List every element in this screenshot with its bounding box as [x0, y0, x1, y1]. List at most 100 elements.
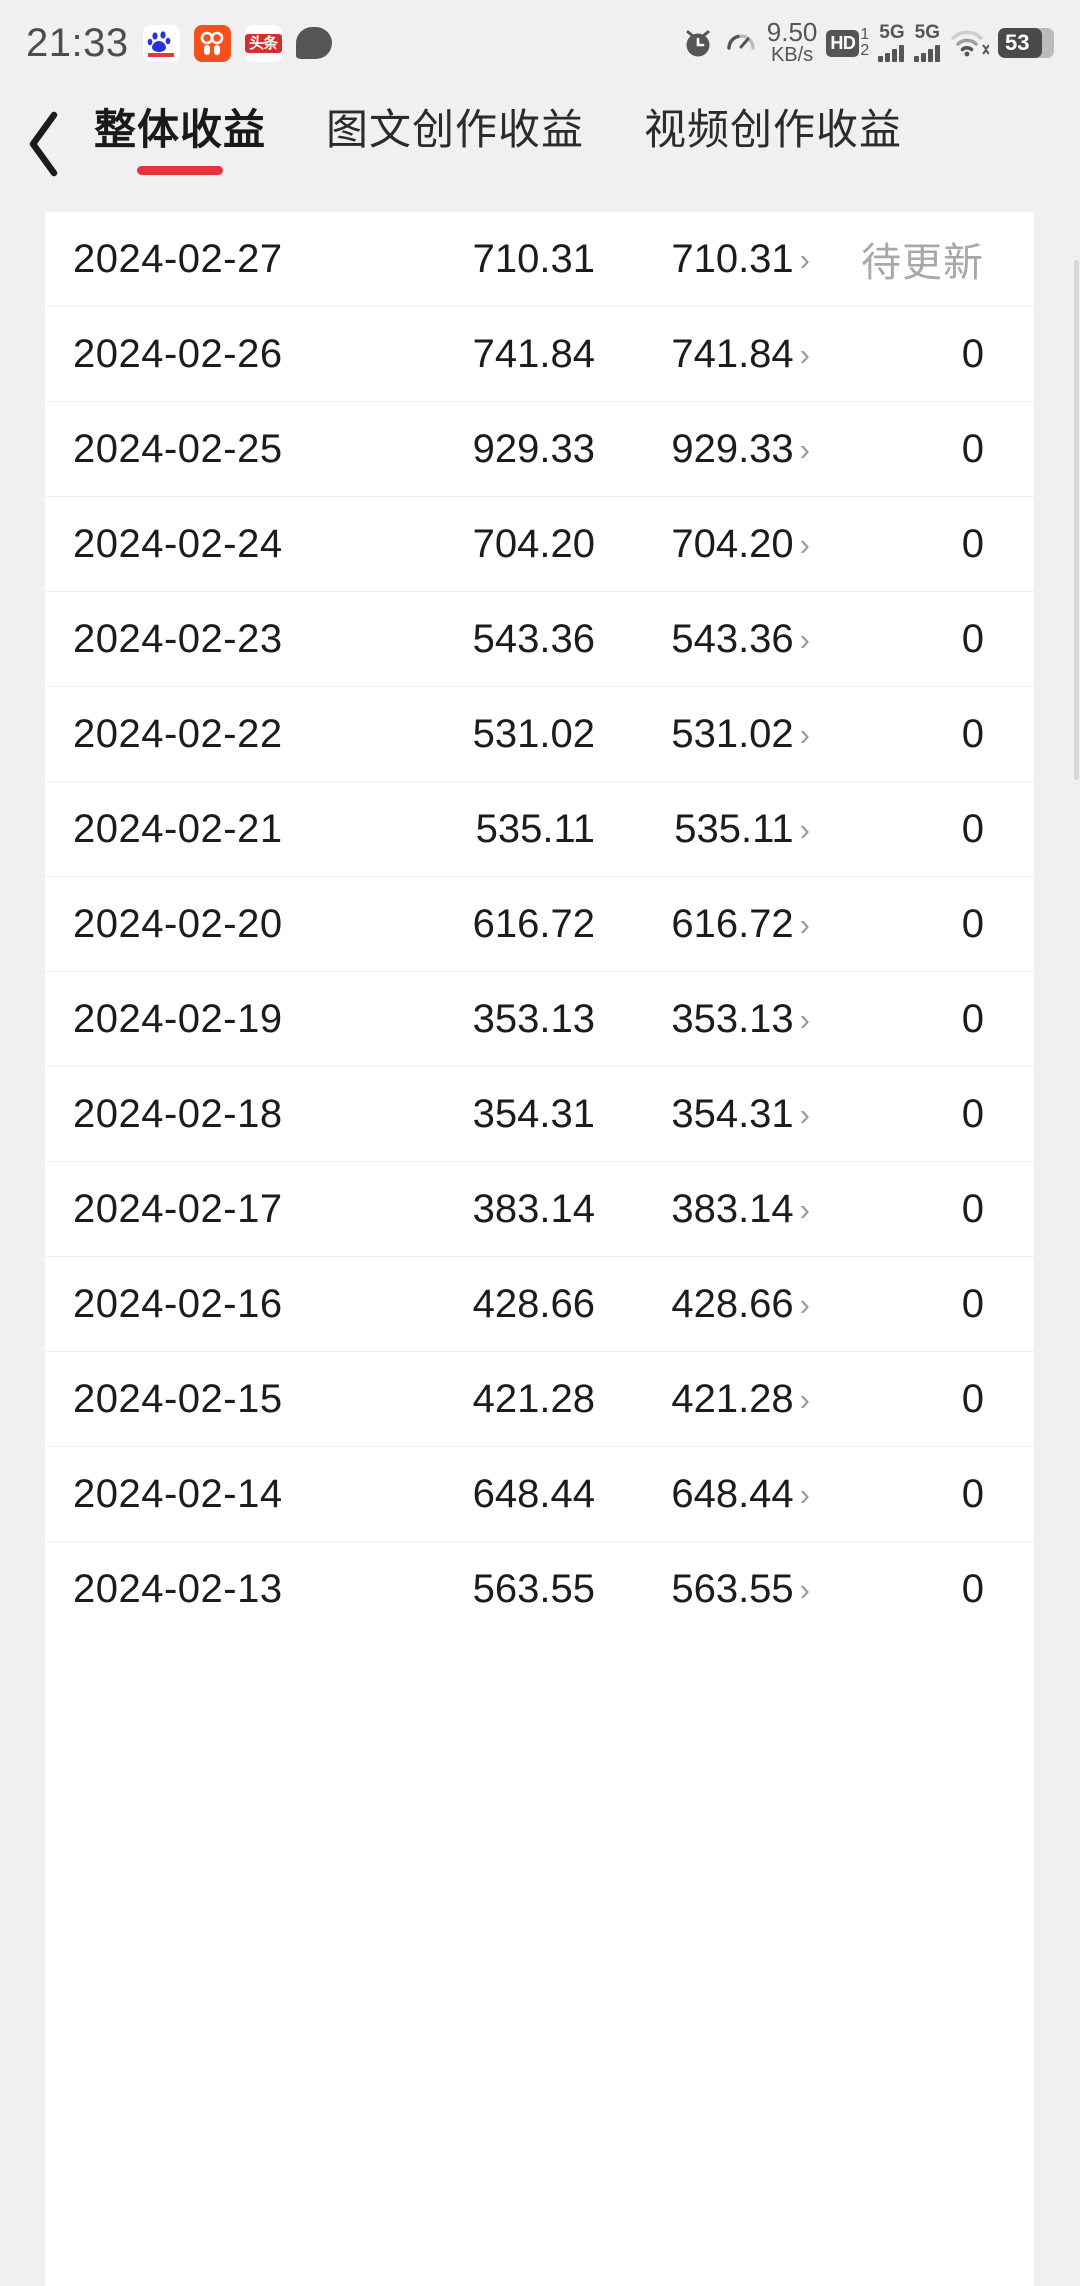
table-row[interactable]: 2024-02-19 353.13 353.13 › 0 — [45, 972, 1034, 1067]
table-row[interactable]: 2024-02-25 929.33 929.33 › 0 — [45, 402, 1034, 497]
row-detail-value: 616.72 — [671, 901, 794, 946]
row-detail-link[interactable]: 354.31 › — [595, 1092, 810, 1137]
table-row[interactable]: 2024-02-16 428.66 428.66 › 0 — [45, 1257, 1034, 1352]
hd-label: HD — [826, 29, 860, 57]
row-date: 2024-02-25 — [73, 426, 283, 471]
status-bar-left: 21:33 头条 — [26, 21, 332, 66]
table-row[interactable]: 2024-02-15 421.28 421.28 › 0 — [45, 1352, 1034, 1447]
row-detail-link[interactable]: 563.55 › — [595, 1567, 810, 1612]
chevron-right-icon: › — [799, 526, 810, 562]
toutiao-icon: 头条 — [244, 24, 282, 62]
chat-bubble-icon — [295, 27, 332, 59]
table-row[interactable]: 2024-02-24 704.20 704.20 › 0 — [45, 497, 1034, 592]
row-detail-link[interactable]: 535.11 › — [595, 807, 810, 852]
sim-bottom: 2 — [860, 42, 870, 59]
speedometer-icon — [724, 26, 758, 60]
row-detail-link[interactable]: 543.36 › — [595, 617, 810, 662]
row-detail-link[interactable]: 421.28 › — [595, 1377, 810, 1422]
row-detail-value: 354.31 — [671, 1091, 794, 1136]
network-speed-unit: KB/s — [770, 43, 814, 66]
alarm-clock-icon — [681, 26, 715, 60]
chevron-right-icon: › — [799, 241, 810, 277]
chevron-right-icon: › — [799, 811, 810, 847]
signal-sim2-label: 5G — [914, 22, 940, 44]
row-detail-value: 741.84 — [671, 331, 794, 376]
hd-voice-icon: HD 1 2 — [826, 27, 869, 59]
back-button[interactable] — [0, 86, 90, 196]
table-row[interactable]: 2024-02-14 648.44 648.44 › 0 — [45, 1447, 1034, 1542]
table-row[interactable]: 2024-02-26 741.84 741.84 › 0 — [45, 307, 1034, 402]
scrollbar-thumb[interactable] — [1074, 260, 1079, 780]
tab-overall-earnings[interactable]: 整体收益 — [90, 104, 270, 175]
row-total-earnings: 710.31 — [472, 236, 595, 281]
row-date: 2024-02-15 — [73, 1376, 283, 1421]
signal-sim2-bars — [913, 43, 940, 62]
row-date: 2024-02-26 — [73, 331, 283, 376]
sim-top: 1 — [860, 26, 870, 43]
row-status-value: 0 — [961, 426, 984, 471]
signal-sim1-bars — [878, 43, 905, 62]
row-status-value: 0 — [961, 1281, 984, 1326]
toutiao-label: 头条 — [244, 33, 282, 53]
row-total-earnings: 421.28 — [472, 1376, 595, 1421]
row-detail-link[interactable]: 741.84 › — [595, 332, 810, 377]
table-row[interactable]: 2024-02-18 354.31 354.31 › 0 — [45, 1067, 1034, 1162]
table-row[interactable]: 2024-02-27 710.31 710.31 › 待更新 — [45, 212, 1034, 307]
row-detail-value: 929.33 — [671, 426, 794, 471]
row-detail-link[interactable]: 428.66 › — [595, 1282, 810, 1327]
row-status-value: 0 — [961, 901, 984, 946]
row-detail-link[interactable]: 929.33 › — [595, 427, 810, 472]
table-row[interactable]: 2024-02-22 531.02 531.02 › 0 — [45, 687, 1034, 782]
row-date: 2024-02-19 — [73, 996, 283, 1041]
row-total-earnings: 616.72 — [472, 901, 595, 946]
row-date: 2024-02-22 — [73, 711, 283, 756]
row-detail-value: 704.20 — [671, 521, 794, 566]
table-row[interactable]: 2024-02-20 616.72 616.72 › 0 — [45, 877, 1034, 972]
tab-label: 整体收益 — [94, 106, 267, 153]
row-detail-link[interactable]: 648.44 › — [595, 1472, 810, 1517]
row-status-value: 待更新 — [861, 241, 984, 285]
row-status-value: 0 — [961, 711, 984, 756]
tab-article-earnings[interactable]: 图文创作收益 — [322, 104, 588, 157]
table-row[interactable]: 2024-02-21 535.11 535.11 › 0 — [45, 782, 1034, 877]
row-status-value: 0 — [961, 1567, 984, 1611]
chevron-right-icon: › — [799, 1191, 810, 1227]
chevron-right-icon: › — [799, 1096, 810, 1132]
table-row[interactable]: 2024-02-17 383.14 383.14 › 0 — [45, 1162, 1034, 1257]
table-row[interactable]: 2024-02-13 563.55 563.55 › 0 — [45, 1542, 1034, 1637]
row-status-value: 0 — [961, 996, 984, 1041]
row-date: 2024-02-18 — [73, 1091, 283, 1136]
row-date: 2024-02-17 — [73, 1186, 283, 1231]
signal-sim1-icon: 5G — [878, 22, 905, 62]
chevron-left-icon — [23, 107, 67, 186]
row-detail-link[interactable]: 704.20 › — [595, 522, 810, 567]
chevron-right-icon: › — [799, 621, 810, 657]
row-detail-link[interactable]: 383.14 › — [595, 1187, 810, 1232]
row-detail-link[interactable]: 616.72 › — [595, 902, 810, 947]
earnings-table[interactable]: 2024-02-27 710.31 710.31 › 待更新 2024-02-26 741.… — [45, 212, 1034, 2286]
sim-indicator: 1 2 — [860, 27, 869, 59]
battery-fill — [998, 28, 1042, 58]
tab-video-earnings[interactable]: 视频创作收益 — [640, 104, 906, 157]
row-detail-value: 531.02 — [671, 711, 794, 756]
row-detail-link[interactable]: 531.02 › — [595, 712, 810, 757]
network-speed-value: 9.50 — [766, 17, 818, 48]
row-total-earnings: 354.31 — [472, 1091, 595, 1136]
table-row[interactable]: 2024-02-23 543.36 543.36 › 0 — [45, 592, 1034, 687]
chevron-right-icon: › — [799, 431, 810, 467]
baidu-icon — [142, 24, 180, 62]
chevron-right-icon: › — [799, 1476, 810, 1512]
signal-sim1-label: 5G — [879, 22, 905, 44]
row-total-earnings: 531.02 — [472, 711, 595, 756]
row-detail-value: 353.13 — [671, 996, 794, 1041]
row-detail-link[interactable]: 710.31 › — [595, 237, 810, 282]
row-detail-link[interactable]: 353.13 › — [595, 997, 810, 1042]
row-total-earnings: 648.44 — [472, 1471, 595, 1516]
chevron-right-icon: › — [799, 1572, 810, 1607]
row-detail-value: 421.28 — [671, 1376, 794, 1421]
navigation-bar: 整体收益 图文创作收益 视频创作收益 — [0, 86, 1080, 212]
signal-sim2-icon: 5G — [913, 22, 940, 62]
chevron-right-icon: › — [799, 716, 810, 752]
row-date: 2024-02-21 — [73, 806, 283, 851]
